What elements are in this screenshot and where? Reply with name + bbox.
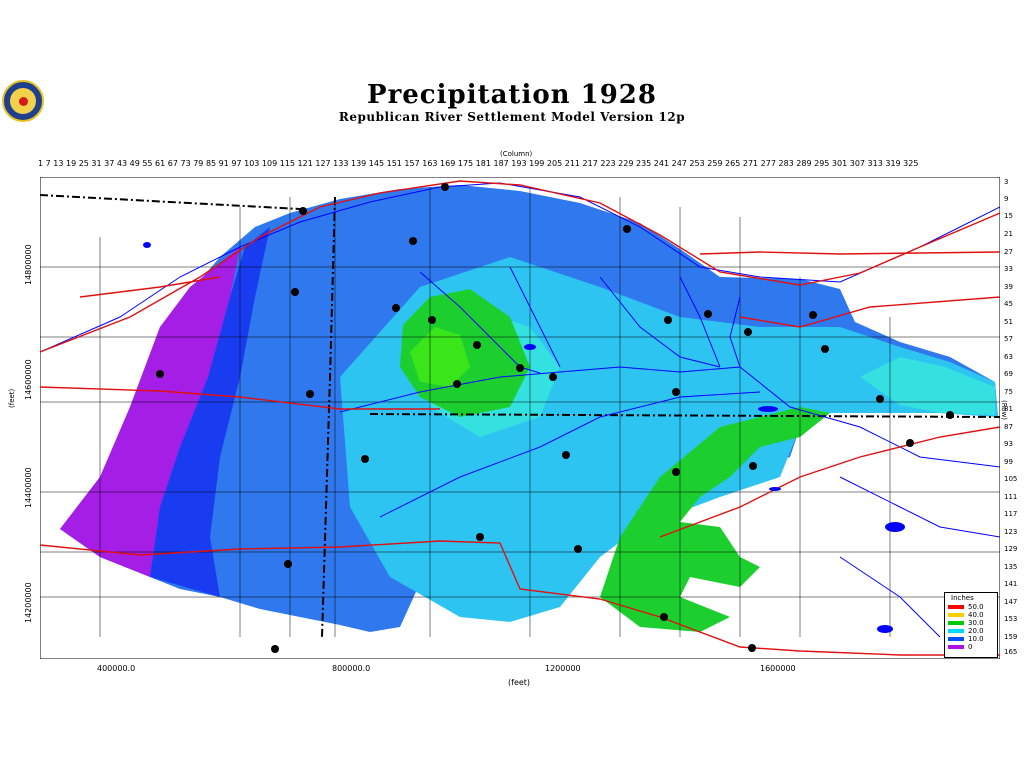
row-tick-label: 123 [1004,528,1018,536]
lakes [143,242,905,633]
x-tick-label: 1200000 [545,664,581,673]
legend-swatch [948,637,964,641]
column-axis-label: (Column) [500,150,533,158]
x-axis-label: (feet) [508,678,531,687]
band-aqua-east [860,357,995,415]
legend-item: 50.0 [948,603,994,611]
legend-item: 0 [948,643,994,651]
legend-swatch [948,613,964,617]
legend-swatch [948,605,964,609]
row-tick-label: 45 [1004,300,1013,308]
row-tick-label: 15 [1004,212,1013,220]
row-tick-label: 21 [1004,230,1013,238]
legend-label: 50.0 [968,603,984,611]
row-tick-label: 117 [1004,510,1018,518]
row-tick-label: 69 [1004,370,1013,378]
page-subtitle: Republican River Settlement Model Versio… [338,110,686,124]
row-tick-label: 159 [1004,633,1018,641]
legend-item: 10.0 [948,635,994,643]
legend-swatch [948,621,964,625]
row-tick-label: 111 [1004,493,1018,501]
map-canvas [40,177,1000,659]
row-tick-label: 135 [1004,563,1018,571]
band-green-core [410,327,470,387]
row-tick-label: 141 [1004,580,1018,588]
roads [40,180,1000,656]
y-tick-label: 14200000 [24,582,33,623]
y-tick-label: 14400000 [24,467,33,508]
legend-label: 30.0 [968,619,984,627]
y-axis-label: (feet) [8,388,16,408]
row-tick-label: 165 [1004,648,1018,656]
row-tick-column: 3 9 15 21 27 33 39 45 51 57 63 69 75 81 … [1004,178,1024,660]
legend-item: 20.0 [948,627,994,635]
row-tick-label: 87 [1004,423,1013,431]
row-tick-label: 3 [1004,178,1009,186]
legend-label: 0 [968,643,973,651]
x-tick-label: 800000.0 [332,664,371,673]
legend-swatch [948,629,964,633]
row-tick-label: 39 [1004,283,1013,291]
rivers [40,182,1000,638]
x-tick-label: 400000.0 [97,664,136,673]
row-tick-label: 99 [1004,458,1013,466]
y-tick-label: 14600000 [24,359,33,400]
row-tick-label: 105 [1004,475,1018,483]
row-tick-label: 147 [1004,598,1018,606]
logo-icon [2,80,44,122]
row-tick-label: 153 [1004,615,1018,623]
legend-swatch [948,645,964,649]
legend-item: 30.0 [948,619,994,627]
county-lines [40,187,1000,637]
row-tick-label: 81 [1004,405,1013,413]
apple-icon [19,97,28,106]
legend-label: 20.0 [968,627,984,635]
legend-title: Inches [951,594,974,602]
row-tick-label: 129 [1004,545,1018,553]
row-tick-label: 63 [1004,353,1013,361]
x-tick-label: 1600000 [760,664,796,673]
column-tick-labels: 1 7 13 19 25 31 37 43 49 55 61 67 73 79 … [38,159,919,168]
row-tick-label: 27 [1004,248,1013,256]
state-boundaries [40,194,1000,638]
band-purple [60,247,240,577]
row-tick-label: 57 [1004,335,1013,343]
band-green-south [600,407,830,632]
page-title: Precipitation 1928 [367,80,657,110]
row-tick-label: 33 [1004,265,1013,273]
row-tick-label: 93 [1004,440,1013,448]
legend-label: 40.0 [968,611,984,619]
map-area [40,177,1000,659]
legend-label: 10.0 [968,635,984,643]
row-tick-label: 75 [1004,388,1013,396]
legend: Inches 50.0 40.0 30.0 20.0 10.0 0 [944,592,998,658]
logo-inner [10,88,36,114]
row-tick-label: 9 [1004,195,1009,203]
gage-stations [156,183,954,653]
legend-item: 40.0 [948,611,994,619]
y-tick-label: 14800000 [24,244,33,285]
row-tick-label: 51 [1004,318,1013,326]
